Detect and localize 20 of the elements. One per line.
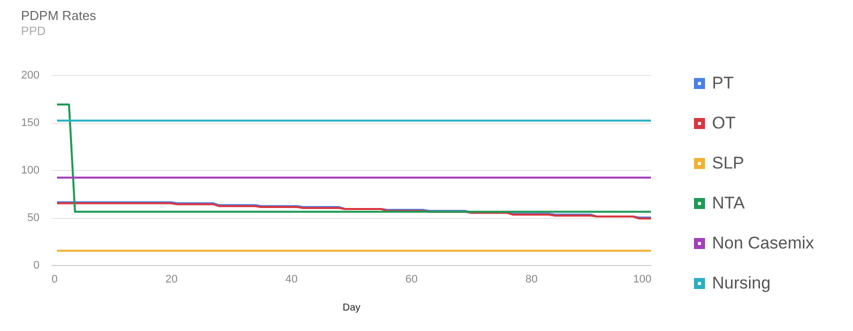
legend-label: PT [712, 74, 734, 92]
legend-label: OT [712, 114, 736, 132]
legend-label: Nursing [712, 274, 771, 292]
x-tick-label: 40 [285, 274, 298, 286]
x-tick-label: 100 [633, 274, 652, 286]
legend-label: Non Casemix [712, 234, 815, 252]
x-tick-label: 60 [405, 274, 418, 286]
x-tick-label: 20 [165, 274, 178, 286]
y-tick-label: 50 [27, 212, 40, 224]
y-tick-label: 100 [21, 164, 40, 176]
chart-title: PDPM Rates [21, 8, 97, 23]
x-axis-title: Day [342, 302, 360, 314]
x-tick-label: 80 [525, 274, 538, 286]
legend-label: SLP [712, 154, 744, 172]
y-tick-label: 200 [21, 70, 40, 82]
chart-subtitle: PPD [21, 24, 46, 38]
x-tick-label: 0 [52, 274, 58, 286]
legend-label: NTA [712, 194, 746, 212]
y-tick-label: 0 [33, 260, 40, 272]
y-tick-label: 150 [21, 117, 40, 129]
